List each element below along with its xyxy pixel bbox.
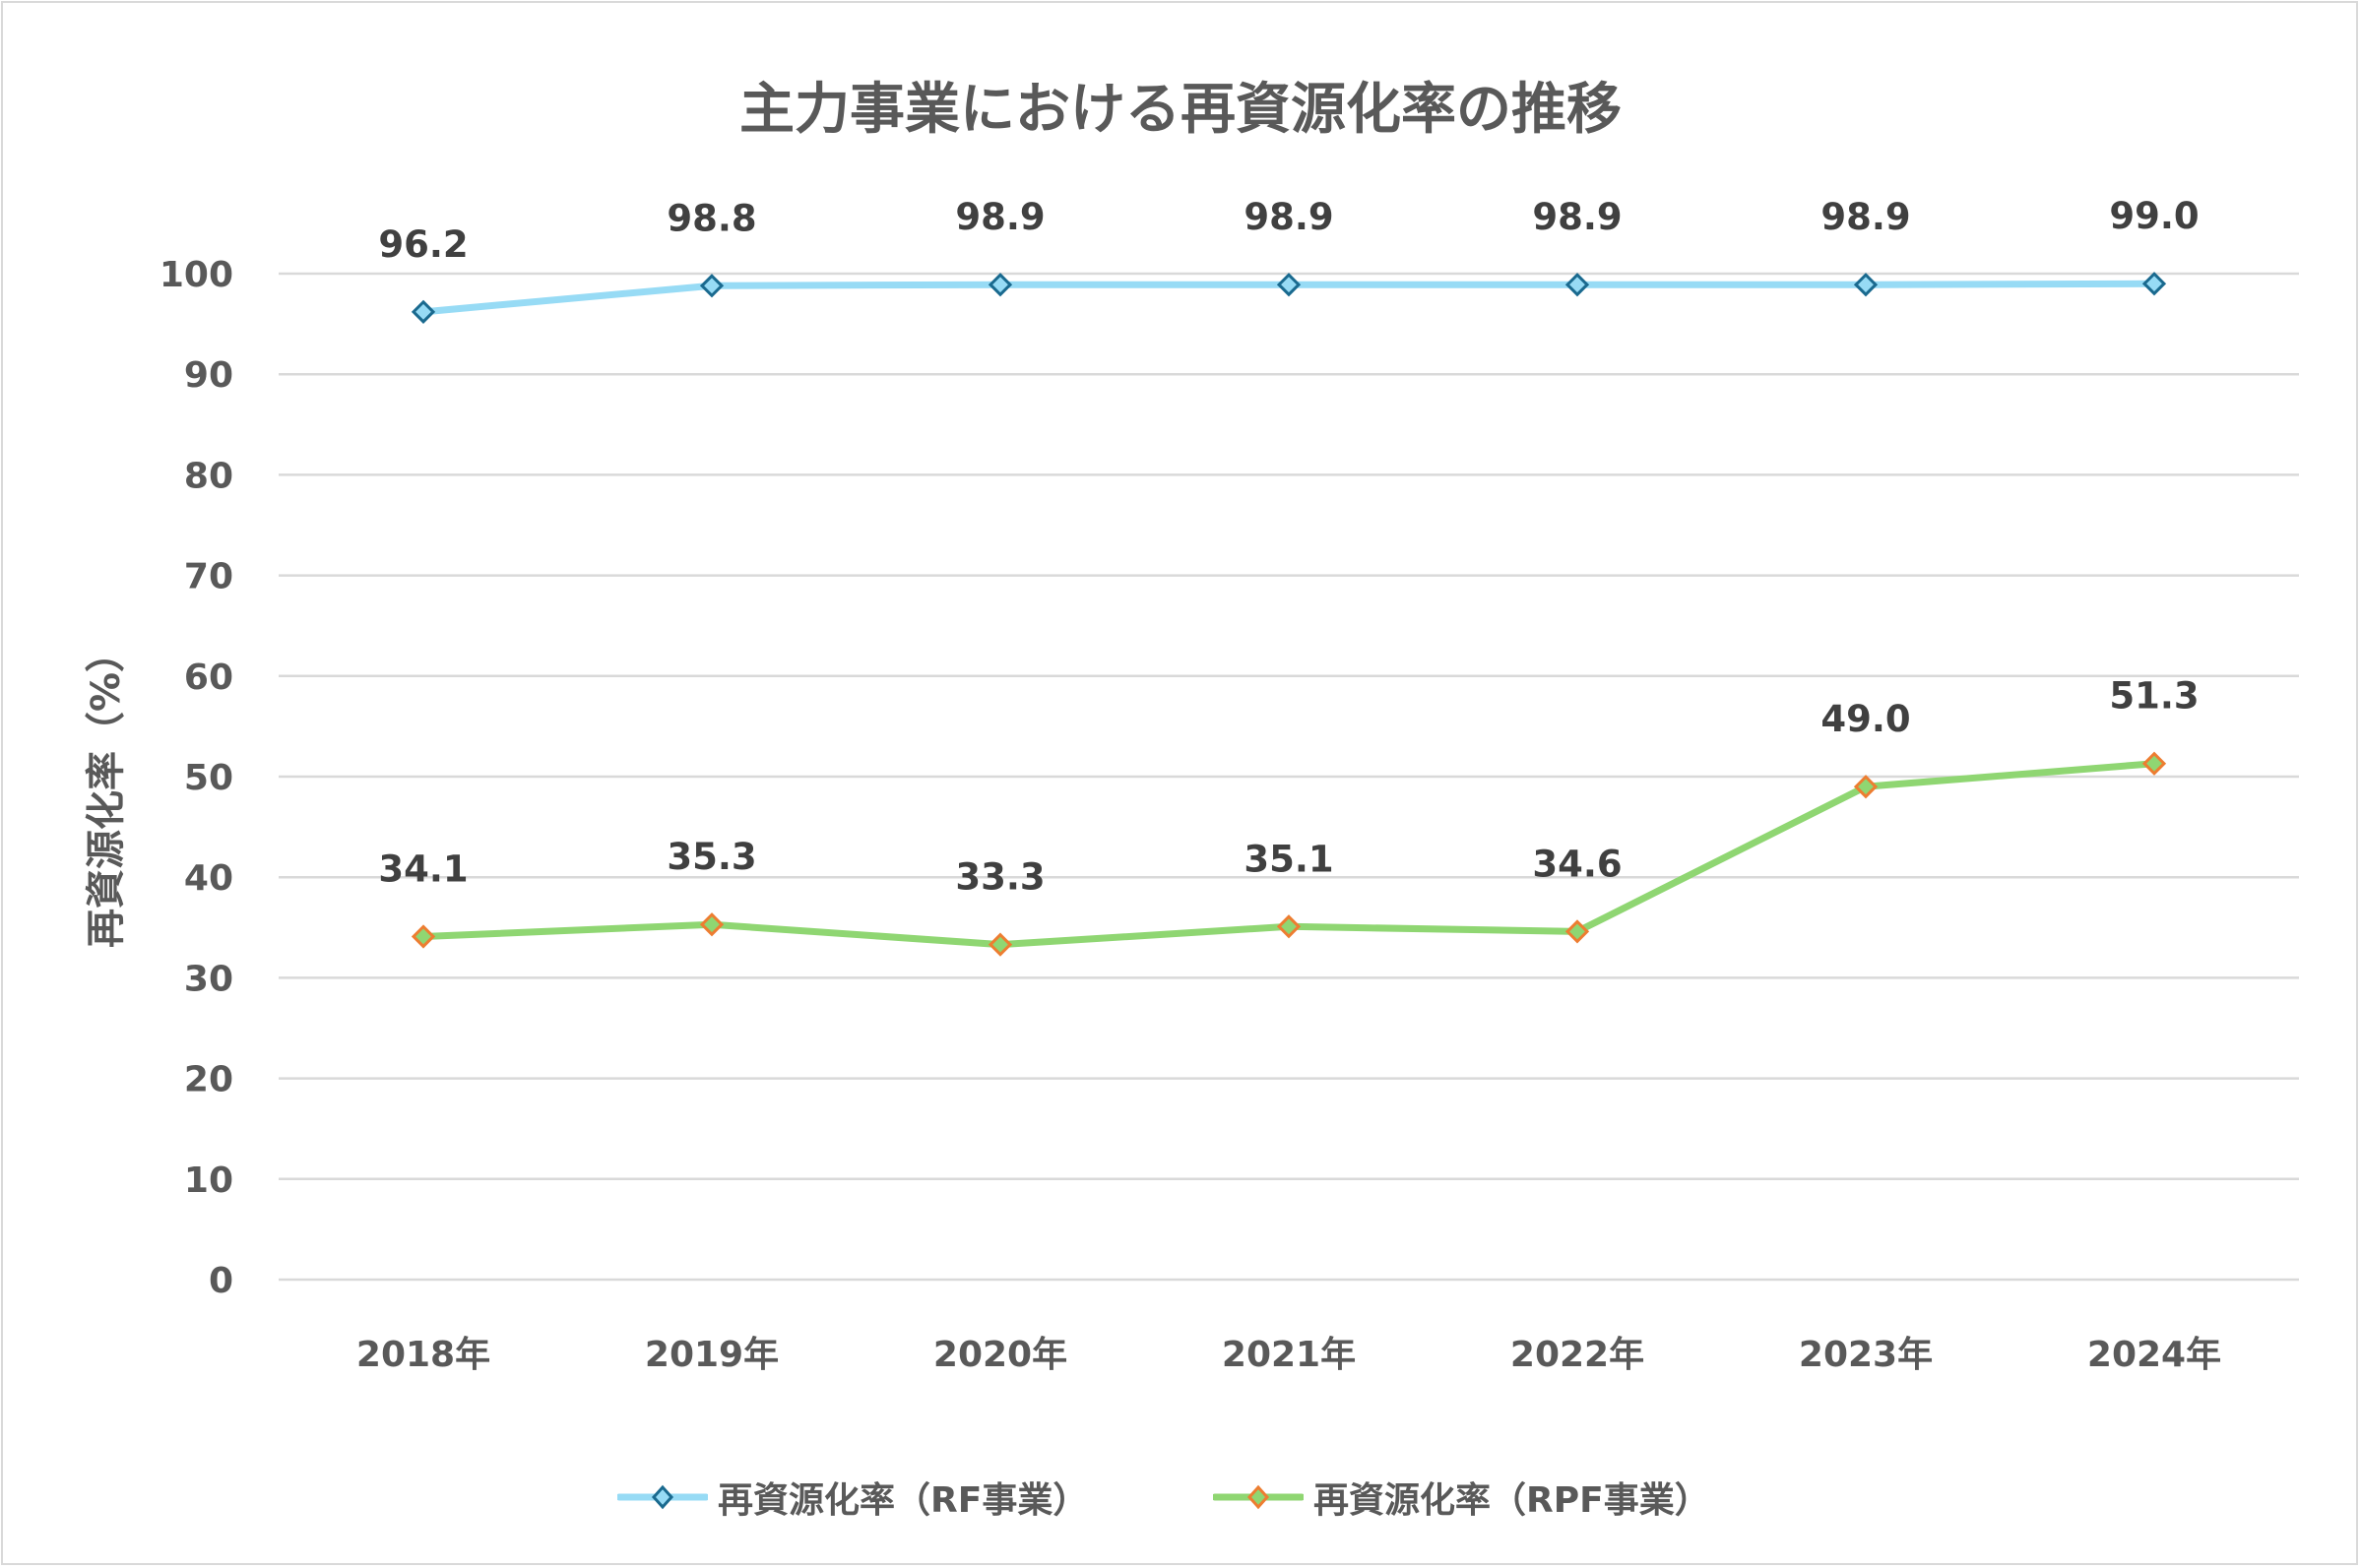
data-point-marker xyxy=(1564,273,1590,297)
x-tick-label: 2018年 xyxy=(356,1335,490,1375)
data-point-marker xyxy=(1853,775,1879,799)
legend-item-rpf: 再資源化率（RPF事業） xyxy=(1213,1473,1710,1522)
data-point-marker xyxy=(699,274,725,298)
y-tick-label: 90 xyxy=(184,355,233,396)
data-point-marker xyxy=(411,924,436,949)
legend-marker-rf xyxy=(617,1484,708,1510)
data-point-marker xyxy=(1276,914,1302,939)
data-label: 98.9 xyxy=(955,196,1045,238)
y-tick-label: 100 xyxy=(160,255,233,295)
data-label: 98.9 xyxy=(1532,196,1622,238)
data-label: 98.8 xyxy=(667,197,756,239)
chart-title: 主力事業における再資源化率の推移 xyxy=(739,78,1622,142)
y-tick-label: 40 xyxy=(184,858,233,899)
y-tick-label: 70 xyxy=(184,557,233,597)
data-point-marker xyxy=(988,273,1013,297)
y-tick-label: 80 xyxy=(184,456,233,496)
x-tick-label: 2019年 xyxy=(645,1335,779,1375)
legend-label-rpf: 再資源化率（RPF事業） xyxy=(1313,1480,1710,1521)
data-label: 34.1 xyxy=(378,847,468,890)
y-tick-label: 10 xyxy=(184,1160,233,1201)
x-tick-label: 2022年 xyxy=(1510,1335,1644,1375)
data-label: 98.9 xyxy=(1820,196,1910,238)
data-label: 51.3 xyxy=(2109,675,2199,718)
data-point-marker xyxy=(1853,273,1879,297)
y-tick-label: 20 xyxy=(184,1060,233,1100)
data-label: 98.9 xyxy=(1244,196,1333,238)
data-label: 49.0 xyxy=(1820,698,1910,740)
data-point-marker xyxy=(988,932,1013,957)
data-point-marker xyxy=(411,299,436,324)
y-tick-label: 60 xyxy=(184,658,233,698)
data-point-marker xyxy=(2141,272,2167,296)
data-point-marker xyxy=(1564,919,1590,944)
data-label: 99.0 xyxy=(2109,195,2199,237)
y-tick-label: 30 xyxy=(184,959,233,999)
data-label: 35.3 xyxy=(667,836,756,878)
legend-label-rf: 再資源化率（RF事業） xyxy=(718,1480,1089,1521)
legend-marker-rpf xyxy=(1213,1484,1304,1510)
data-label: 33.3 xyxy=(955,856,1045,899)
x-tick-label: 2021年 xyxy=(1222,1335,1356,1375)
data-point-marker xyxy=(699,912,725,937)
x-tick-label: 2024年 xyxy=(2087,1335,2221,1375)
y-tick-label: 50 xyxy=(184,758,233,798)
data-point-marker xyxy=(2141,751,2167,776)
x-tick-label: 2020年 xyxy=(933,1335,1067,1375)
data-label: 96.2 xyxy=(378,223,468,266)
data-label: 35.1 xyxy=(1244,838,1333,880)
y-tick-label: 0 xyxy=(209,1261,233,1301)
x-tick-label: 2023年 xyxy=(1799,1335,1933,1375)
legend-item-rf: 再資源化率（RF事業） xyxy=(617,1473,1088,1522)
data-point-marker xyxy=(1276,273,1302,297)
data-label: 34.6 xyxy=(1532,843,1622,885)
